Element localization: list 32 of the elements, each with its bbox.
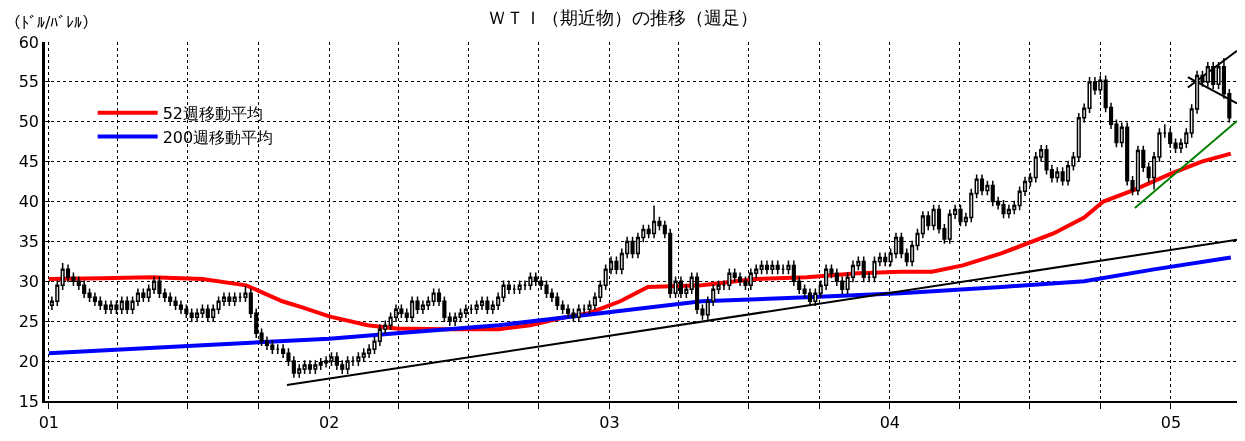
legend-label: 52週移動平均	[162, 103, 264, 123]
x-tick-label: 04	[879, 412, 901, 432]
y-tick-label: 40	[18, 192, 40, 212]
candlestick	[727, 267, 732, 291]
y-tick-label: 35	[18, 232, 40, 252]
y-tick-label: 45	[18, 152, 40, 172]
candlestick	[565, 303, 571, 319]
y-tick-label: 15	[18, 391, 40, 411]
candlestick	[775, 259, 780, 275]
y-tick-label: 55	[18, 72, 40, 92]
candlestick	[979, 173, 985, 196]
y-tick-label: 25	[18, 311, 40, 331]
candlestick	[764, 259, 770, 275]
y-tick-label: 60	[18, 32, 40, 52]
candlestick	[479, 295, 485, 311]
y-tick-label: 30	[18, 271, 40, 291]
x-tick-label: 02	[319, 412, 340, 432]
candlestick	[232, 291, 237, 307]
x-tick-label: 03	[599, 412, 620, 432]
x-tick-label: 01	[38, 412, 60, 432]
y-tick-label: 50	[18, 112, 40, 132]
x-tick-label: 05	[1160, 412, 1182, 432]
line-series	[46, 151, 1233, 332]
chart-title: ＷＴＩ（期近物）の推移（週足）	[487, 6, 758, 28]
y-axis-title: （ﾄﾞﾙ/ﾊﾞﾚﾙ）	[5, 13, 99, 32]
candlestick	[807, 287, 813, 307]
candlestick	[178, 299, 184, 315]
candlestick	[716, 279, 721, 295]
y-tick-label: 20	[18, 351, 40, 371]
candlestick	[356, 351, 361, 367]
line-series	[46, 255, 1233, 356]
legend-label: 200週移動平均	[162, 127, 274, 147]
